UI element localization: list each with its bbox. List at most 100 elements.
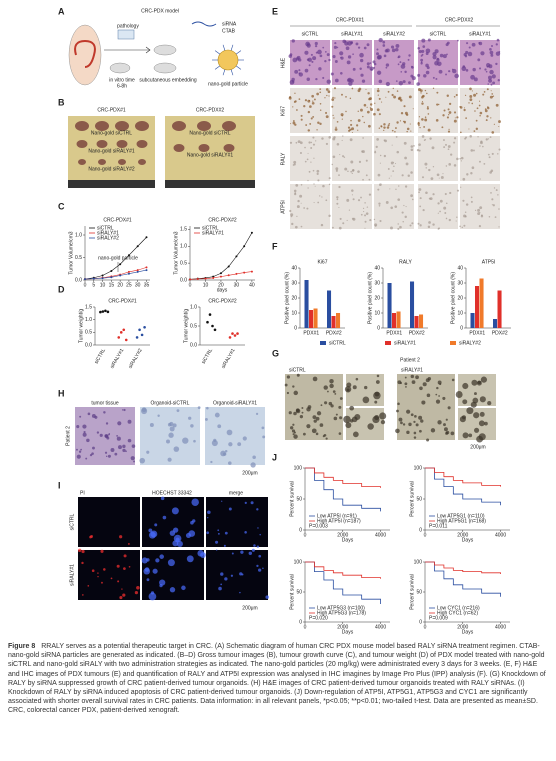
texture	[300, 225, 303, 228]
texture	[435, 393, 438, 396]
texture	[312, 415, 317, 420]
texture	[413, 420, 416, 423]
texture	[298, 72, 303, 77]
label: pathology	[117, 23, 139, 29]
texture	[242, 436, 247, 441]
texture	[345, 95, 347, 98]
texture	[307, 187, 309, 189]
point	[135, 336, 139, 339]
texture	[328, 401, 333, 406]
texture	[419, 89, 423, 93]
texture	[141, 407, 148, 415]
texture	[498, 208, 500, 210]
texture	[317, 179, 320, 182]
texture	[381, 101, 383, 103]
texture	[456, 189, 460, 192]
texture	[363, 210, 365, 213]
texture	[366, 65, 370, 69]
tumor	[115, 121, 129, 131]
label: Nano-gold siCTRL	[91, 130, 132, 136]
x-tick-label: siCTRL	[94, 347, 108, 365]
texture	[336, 202, 339, 205]
texture	[445, 202, 448, 205]
texture	[488, 215, 491, 218]
texture	[292, 121, 296, 125]
texture	[473, 77, 478, 82]
texture	[377, 88, 379, 90]
tumor	[173, 144, 185, 152]
texture	[358, 87, 362, 91]
texture	[299, 194, 303, 198]
x-tick-label: siRALY#2	[128, 347, 144, 369]
texture	[446, 116, 450, 119]
texture	[324, 60, 327, 63]
texture	[252, 455, 256, 460]
texture	[310, 53, 313, 56]
x-tick-label: PDX#1	[303, 330, 319, 336]
texture	[334, 78, 339, 83]
texture	[351, 194, 353, 196]
texture	[349, 97, 352, 100]
texture	[304, 68, 309, 73]
texture	[447, 406, 451, 410]
texture	[343, 156, 346, 158]
texture	[451, 378, 455, 382]
texture	[369, 62, 372, 65]
texture	[375, 380, 380, 384]
texture	[405, 162, 409, 166]
texture	[97, 572, 99, 574]
y-tick-label: 0	[299, 527, 302, 533]
texture	[192, 519, 196, 523]
texture	[396, 121, 399, 124]
texture	[479, 145, 481, 147]
texture	[121, 409, 124, 411]
series-line	[305, 561, 381, 579]
tumor	[78, 159, 86, 165]
texture	[342, 222, 345, 225]
point	[140, 333, 144, 337]
axis-title: Positive pixel count (%)	[450, 272, 456, 324]
texture	[367, 423, 374, 430]
texture	[300, 118, 303, 121]
texture	[364, 227, 366, 229]
point	[104, 309, 107, 313]
texture	[472, 67, 476, 72]
point	[117, 336, 121, 339]
texture	[379, 412, 387, 420]
texture	[409, 224, 412, 227]
texture	[402, 221, 404, 223]
texture	[210, 460, 213, 464]
texture	[468, 102, 470, 104]
texture	[244, 501, 247, 504]
texture	[495, 62, 498, 66]
texture	[338, 405, 342, 409]
y-tick-label: 1.0	[190, 304, 197, 310]
legend-label: Low ATP5I (n=91)	[317, 513, 357, 519]
texture	[217, 424, 222, 429]
texture	[461, 226, 464, 229]
y-tick-label: 0.5	[85, 330, 92, 336]
texture	[426, 438, 430, 442]
texture	[443, 146, 446, 148]
texture	[413, 436, 417, 439]
texture	[315, 77, 318, 81]
texture	[478, 100, 481, 102]
texture	[78, 450, 82, 453]
texture	[385, 81, 390, 87]
texture	[402, 423, 406, 426]
texture	[338, 226, 342, 230]
texture	[317, 49, 322, 55]
texture	[404, 382, 408, 386]
texture	[438, 69, 443, 74]
texture	[391, 48, 396, 53]
texture	[369, 219, 372, 222]
axis-title: Percent survival	[409, 481, 415, 517]
texture	[319, 91, 322, 94]
texture	[483, 91, 486, 93]
legend-label: High CYC1 (n=62)	[437, 610, 478, 616]
tumor	[223, 144, 235, 152]
texture	[339, 217, 342, 220]
texture	[339, 397, 343, 400]
texture	[432, 76, 435, 79]
texture	[307, 152, 309, 154]
